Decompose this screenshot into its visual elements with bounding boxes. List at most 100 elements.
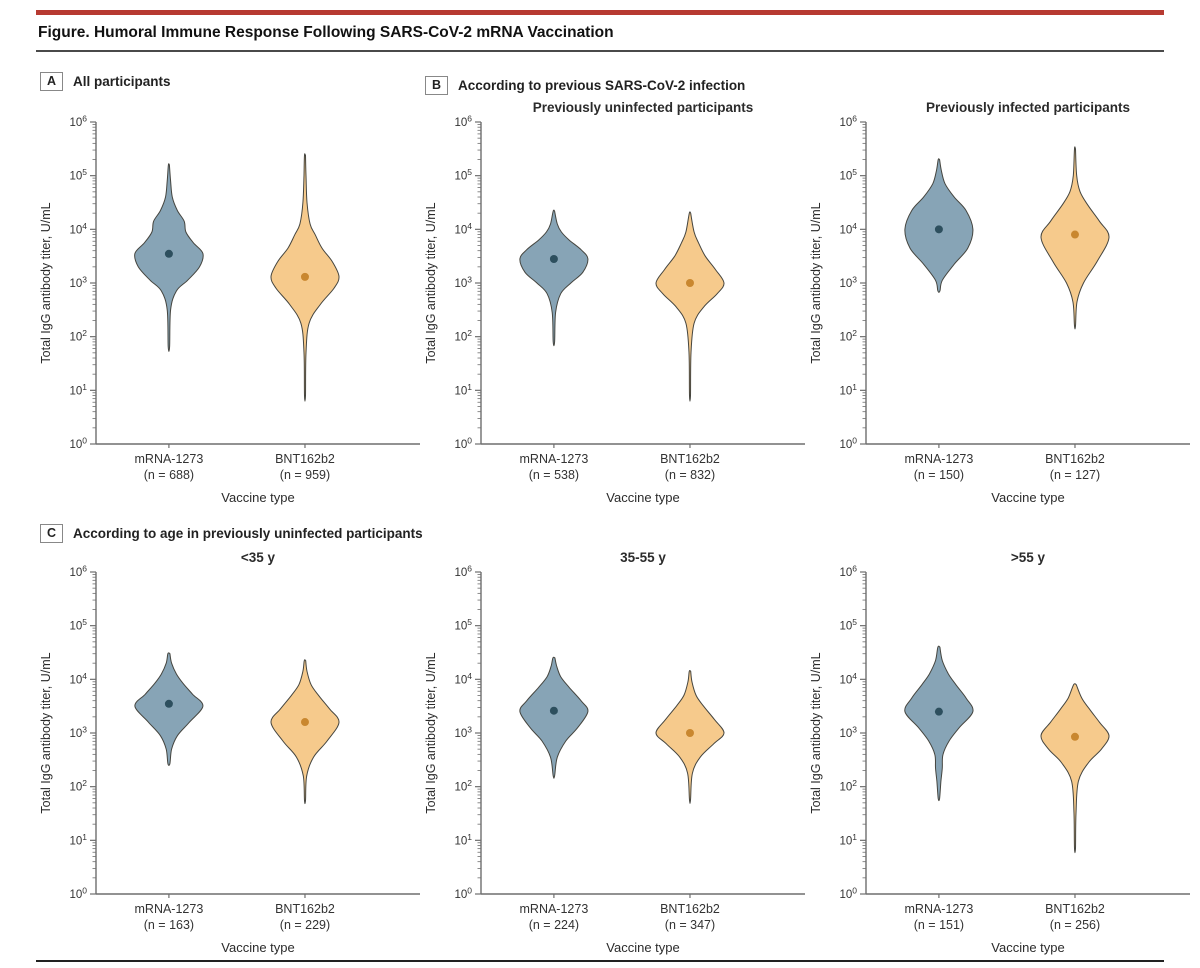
svg-text:<35 y: <35 y <box>241 550 276 565</box>
svg-text:Total IgG antibody titer, U/mL: Total IgG antibody titer, U/mL <box>424 202 438 363</box>
svg-text:Total IgG antibody titer, U/mL: Total IgG antibody titer, U/mL <box>809 652 823 813</box>
svg-text:101: 101 <box>839 832 857 848</box>
svg-text:mRNA-1273: mRNA-1273 <box>520 452 589 466</box>
top-rule <box>36 10 1164 15</box>
svg-text:106: 106 <box>839 564 857 580</box>
svg-text:(n = 151): (n = 151) <box>914 918 964 932</box>
svg-text:102: 102 <box>454 328 472 344</box>
svg-text:102: 102 <box>69 778 87 794</box>
bottom-rule <box>36 960 1164 962</box>
svg-text:(n = 959): (n = 959) <box>280 468 330 482</box>
svg-text:105: 105 <box>69 167 87 183</box>
svg-text:Vaccine type: Vaccine type <box>606 490 679 505</box>
svg-text:Total IgG antibody titer, U/mL: Total IgG antibody titer, U/mL <box>39 202 53 363</box>
svg-text:105: 105 <box>454 617 472 633</box>
svg-text:(n = 127): (n = 127) <box>1050 468 1100 482</box>
panel-caption-a-text: All participants <box>73 74 171 89</box>
svg-text:35-55 y: 35-55 y <box>620 550 666 565</box>
svg-text:BNT162b2: BNT162b2 <box>660 902 720 916</box>
svg-text:(n = 832): (n = 832) <box>665 468 715 482</box>
svg-text:105: 105 <box>839 617 857 633</box>
svg-text:104: 104 <box>454 671 472 687</box>
chart-all-participants: 100 101 102 103 104 105 106 Total IgG antibody … <box>36 96 421 508</box>
svg-text:(n = 150): (n = 150) <box>914 468 964 482</box>
panel-caption-b: B According to previous SARS-CoV-2 infec… <box>425 76 745 95</box>
svg-text:(n = 229): (n = 229) <box>280 918 330 932</box>
svg-text:102: 102 <box>69 328 87 344</box>
svg-text:102: 102 <box>839 778 857 794</box>
header-rule <box>36 50 1164 52</box>
svg-text:BNT162b2: BNT162b2 <box>1045 452 1105 466</box>
svg-text:100: 100 <box>454 886 472 902</box>
svg-text:Total IgG antibody titer, U/mL: Total IgG antibody titer, U/mL <box>809 202 823 363</box>
svg-text:105: 105 <box>454 167 472 183</box>
chart-age-gt55: >55 y 100 101 102 103 104 105 106 Total IgG anti… <box>806 546 1191 958</box>
svg-text:>55 y: >55 y <box>1011 550 1046 565</box>
svg-text:105: 105 <box>69 617 87 633</box>
chart-prev-infected: Previously infected participants 100 101 10… <box>806 96 1191 508</box>
svg-text:100: 100 <box>454 436 472 452</box>
svg-text:101: 101 <box>454 382 472 398</box>
svg-text:102: 102 <box>839 328 857 344</box>
svg-text:Vaccine type: Vaccine type <box>221 490 294 505</box>
svg-text:101: 101 <box>839 382 857 398</box>
svg-text:106: 106 <box>454 114 472 130</box>
svg-text:mRNA-1273: mRNA-1273 <box>905 452 974 466</box>
svg-text:100: 100 <box>69 436 87 452</box>
panel-caption-c-text: According to age in previously uninfecte… <box>73 526 423 541</box>
violin-plot-svg: 35-55 y 100 101 102 103 104 105 106 Total IgG an… <box>424 550 805 955</box>
svg-text:BNT162b2: BNT162b2 <box>660 452 720 466</box>
chart-prev-uninfected: Previously uninfected participants 100 101… <box>421 96 806 508</box>
svg-text:BNT162b2: BNT162b2 <box>275 902 335 916</box>
svg-text:103: 103 <box>454 725 472 741</box>
svg-text:106: 106 <box>69 564 87 580</box>
svg-text:103: 103 <box>839 275 857 291</box>
svg-text:(n = 538): (n = 538) <box>529 468 579 482</box>
svg-text:(n = 347): (n = 347) <box>665 918 715 932</box>
violin-plot-svg: <35 y 100 101 102 103 104 105 106 Total IgG anti… <box>39 550 420 955</box>
svg-text:Vaccine type: Vaccine type <box>991 940 1064 955</box>
panel-caption-a: A All participants <box>40 72 171 91</box>
svg-text:(n = 256): (n = 256) <box>1050 918 1100 932</box>
violin-plot-svg: 100 101 102 103 104 105 106 Total IgG antibody … <box>39 114 420 505</box>
svg-text:101: 101 <box>69 382 87 398</box>
svg-text:104: 104 <box>839 671 857 687</box>
chart-age-lt35: <35 y 100 101 102 103 104 105 106 Total IgG anti… <box>36 546 421 958</box>
svg-text:104: 104 <box>839 221 857 237</box>
svg-text:106: 106 <box>839 114 857 130</box>
svg-text:104: 104 <box>69 671 87 687</box>
chart-age-35-55: 35-55 y 100 101 102 103 104 105 106 Total IgG an… <box>421 546 806 958</box>
panel-label-b: B <box>425 76 449 95</box>
violin-plot-svg: Previously infected participants 100 101 10… <box>809 100 1190 505</box>
violin-plot-svg: >55 y 100 101 102 103 104 105 106 Total IgG anti… <box>809 550 1190 955</box>
svg-text:Total IgG antibody titer, U/mL: Total IgG antibody titer, U/mL <box>39 652 53 813</box>
svg-text:Total IgG antibody titer, U/mL: Total IgG antibody titer, U/mL <box>424 652 438 813</box>
svg-text:Vaccine type: Vaccine type <box>221 940 294 955</box>
svg-text:101: 101 <box>69 832 87 848</box>
svg-text:mRNA-1273: mRNA-1273 <box>905 902 974 916</box>
svg-text:mRNA-1273: mRNA-1273 <box>135 902 204 916</box>
svg-text:101: 101 <box>454 832 472 848</box>
svg-text:Previously uninfected particip: Previously uninfected participants <box>533 100 754 115</box>
svg-text:BNT162b2: BNT162b2 <box>1045 902 1105 916</box>
svg-text:Vaccine type: Vaccine type <box>991 490 1064 505</box>
svg-text:105: 105 <box>839 167 857 183</box>
svg-text:104: 104 <box>69 221 87 237</box>
svg-text:mRNA-1273: mRNA-1273 <box>135 452 204 466</box>
svg-text:103: 103 <box>69 725 87 741</box>
violin-plot-svg: Previously uninfected participants 100 101… <box>424 100 805 505</box>
svg-text:103: 103 <box>454 275 472 291</box>
svg-text:Vaccine type: Vaccine type <box>606 940 679 955</box>
svg-text:Previously infected participan: Previously infected participants <box>926 100 1130 115</box>
svg-text:100: 100 <box>839 436 857 452</box>
panel-caption-b-text: According to previous SARS-CoV-2 infecti… <box>458 78 746 93</box>
svg-text:103: 103 <box>839 725 857 741</box>
svg-text:(n = 224): (n = 224) <box>529 918 579 932</box>
svg-text:106: 106 <box>454 564 472 580</box>
svg-text:mRNA-1273: mRNA-1273 <box>520 902 589 916</box>
svg-text:103: 103 <box>69 275 87 291</box>
panel-caption-c: C According to age in previously uninfec… <box>40 524 423 543</box>
svg-text:100: 100 <box>839 886 857 902</box>
panel-label-a: A <box>40 72 64 91</box>
